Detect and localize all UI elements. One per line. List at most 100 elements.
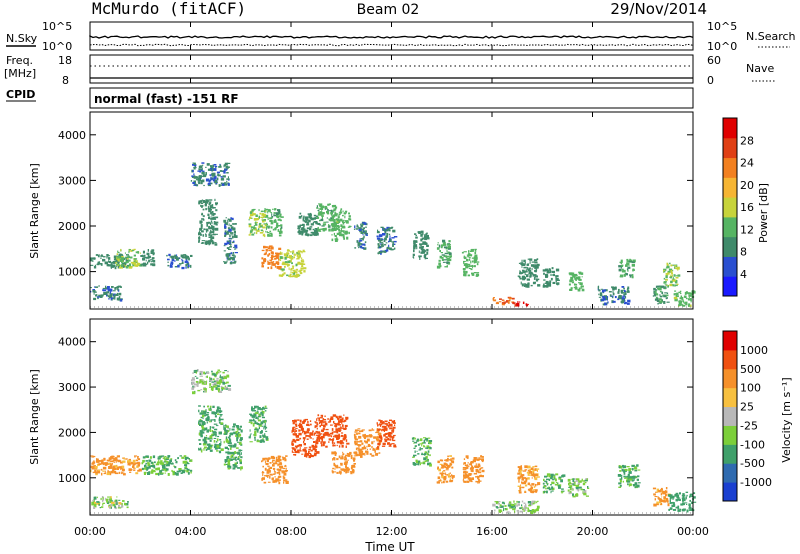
- heatmap-pixel: [688, 303, 691, 306]
- heatmap-pixel: [308, 213, 312, 217]
- heatmap-pixel: [107, 288, 111, 292]
- heatmap-pixel: [239, 459, 242, 462]
- heatmap-pixel: [439, 263, 441, 265]
- heatmap-pixel: [470, 268, 473, 271]
- heatmap-pixel: [572, 493, 574, 497]
- heatmap-pixel: [206, 421, 208, 424]
- heatmap-pixel: [223, 170, 226, 174]
- heatmap-pixel: [354, 429, 358, 432]
- x-tick-label: 08:00: [275, 525, 307, 538]
- heatmap-pixel: [234, 462, 237, 465]
- heatmap-pixel: [91, 503, 95, 506]
- heatmap-pixel: [287, 249, 289, 252]
- heatmap-pixel: [555, 277, 557, 279]
- heatmap-pixel: [90, 257, 94, 260]
- power-ylabel: Slant Range [km]: [28, 163, 41, 259]
- heatmap-pixel: [527, 469, 530, 472]
- heatmap-pixel: [345, 469, 349, 471]
- heatmap-pixel: [570, 279, 574, 282]
- heatmap-pixel: [219, 410, 223, 413]
- heatmap-pixel: [304, 218, 308, 221]
- heatmap-pixel: [463, 476, 467, 479]
- heatmap-pixel: [475, 476, 478, 478]
- heatmap-pixel: [446, 250, 448, 253]
- heatmap-pixel: [250, 213, 254, 217]
- colorbar-frame: [722, 330, 738, 502]
- heatmap-pixel: [324, 432, 326, 435]
- heatmap-pixel: [465, 270, 468, 274]
- heatmap-pixel: [215, 410, 218, 413]
- heatmap-pixel: [114, 472, 117, 474]
- heatmap-pixel: [216, 171, 220, 174]
- heatmap-pixel: [658, 298, 662, 301]
- heatmap-pixel: [364, 447, 367, 450]
- heatmap-pixel: [669, 494, 673, 498]
- heatmap-pixel: [674, 493, 677, 497]
- heatmap-pixel: [229, 253, 231, 257]
- heatmap-pixel: [534, 275, 538, 278]
- heatmap-pixel: [214, 419, 216, 422]
- heatmap-pixel: [212, 164, 214, 168]
- heatmap-pixel: [226, 172, 229, 174]
- heatmap-pixel: [448, 459, 451, 461]
- heatmap-pixel: [276, 214, 278, 218]
- heatmap-pixel: [624, 301, 628, 304]
- heatmap-pixel: [200, 449, 203, 453]
- heatmap-pixel: [285, 481, 289, 484]
- heatmap-pixel: [227, 441, 231, 445]
- heatmap-pixel: [371, 429, 375, 431]
- heatmap-pixel: [272, 464, 275, 467]
- heatmap-pixel: [518, 467, 523, 470]
- heatmap-pixel: [198, 231, 201, 233]
- heatmap-pixel: [551, 481, 555, 485]
- heatmap-pixel: [264, 420, 266, 423]
- heatmap-pixel: [463, 251, 467, 253]
- heatmap-pixel: [226, 180, 228, 182]
- heatmap-pixel: [201, 179, 205, 183]
- heatmap-pixel: [504, 508, 507, 510]
- heatmap-pixel: [133, 248, 136, 250]
- heatmap-pixel: [337, 221, 341, 223]
- heatmap-pixel: [337, 436, 340, 439]
- heatmap-pixel: [152, 455, 156, 459]
- heatmap-pixel: [659, 489, 662, 491]
- heatmap-pixel: [597, 286, 599, 289]
- heatmap-pixel: [388, 244, 390, 248]
- heatmap-pixel: [626, 261, 628, 263]
- heatmap-pixel: [228, 228, 232, 232]
- heatmap-pixel: [438, 265, 442, 268]
- heatmap-pixel: [667, 285, 669, 288]
- heatmap-pixel: [292, 429, 297, 431]
- heatmap-pixel: [688, 305, 692, 307]
- heatmap-pixel: [473, 472, 478, 475]
- heatmap-pixel: [310, 449, 313, 452]
- heatmap-pixel: [151, 469, 153, 471]
- heatmap-pixel: [620, 262, 623, 264]
- heatmap-pixel: [90, 287, 92, 289]
- heatmap-pixel: [677, 508, 680, 510]
- heatmap-pixel: [303, 215, 305, 219]
- heatmap-pixel: [554, 483, 559, 486]
- heatmap-pixel: [343, 414, 345, 416]
- heatmap-pixel: [530, 271, 533, 275]
- heatmap-pixel: [91, 462, 94, 465]
- heatmap-pixel: [470, 469, 473, 472]
- heatmap-pixel: [91, 456, 95, 458]
- heatmap-pixel: [194, 375, 197, 377]
- heatmap-pixel: [517, 503, 520, 506]
- heatmap-pixel: [126, 506, 129, 509]
- heatmap-pixel: [559, 484, 562, 487]
- heatmap-pixel: [349, 471, 353, 473]
- heatmap-pixel: [336, 471, 339, 474]
- heatmap-pixel: [174, 459, 177, 461]
- heatmap-pixel: [120, 461, 124, 464]
- heatmap-pixel: [365, 230, 367, 233]
- heatmap-pixel: [466, 267, 469, 269]
- heatmap-pixel: [120, 468, 122, 471]
- heatmap-pixel: [270, 246, 274, 250]
- heatmap-pixel: [120, 258, 124, 261]
- heatmap-pixel: [145, 462, 147, 464]
- heatmap-pixel: [517, 275, 520, 277]
- heatmap-pixel: [341, 229, 342, 231]
- heatmap-pixel: [261, 265, 264, 268]
